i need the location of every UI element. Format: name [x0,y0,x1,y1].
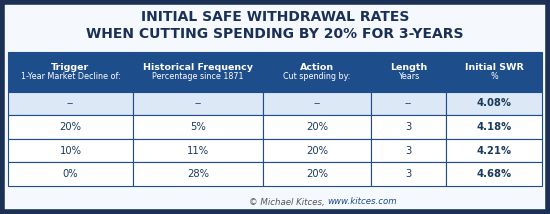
Text: 1-Year Market Decline of:: 1-Year Market Decline of: [20,72,120,81]
Text: --: -- [405,98,412,108]
Text: 5%: 5% [190,122,206,132]
Bar [133,92,263,115]
Bar [133,162,263,186]
Text: 11%: 11% [187,146,209,156]
Bar [8,52,133,92]
Bar [263,115,371,139]
Text: %: % [490,72,498,81]
Text: Initial SWR: Initial SWR [465,63,524,72]
Text: 3: 3 [405,122,411,132]
Text: Years: Years [398,72,419,81]
Text: 10%: 10% [59,146,81,156]
Bar [446,52,542,92]
Bar [446,139,542,162]
Text: Trigger: Trigger [51,63,90,72]
Bar [133,52,263,92]
Text: Action: Action [300,63,334,72]
Bar [446,115,542,139]
Bar [371,139,446,162]
Text: Percentage since 1871: Percentage since 1871 [152,72,244,81]
Bar [446,162,542,186]
Text: 4.08%: 4.08% [477,98,512,108]
Text: Length: Length [390,63,427,72]
Bar [446,92,542,115]
Text: 20%: 20% [306,122,328,132]
Text: 20%: 20% [59,122,81,132]
Bar [133,139,263,162]
Text: 4.68%: 4.68% [476,169,512,179]
Bar [8,115,133,139]
Bar [8,92,133,115]
Text: 28%: 28% [187,169,209,179]
Text: --: -- [314,98,321,108]
Bar [371,115,446,139]
Bar [8,139,133,162]
Bar [371,52,446,92]
Text: Historical Frequency: Historical Frequency [143,63,253,72]
Text: © Michael Kitces,: © Michael Kitces, [249,198,327,207]
Bar [371,92,446,115]
Bar [133,115,263,139]
Text: 4.21%: 4.21% [476,146,512,156]
Bar [8,162,133,186]
Text: 20%: 20% [306,146,328,156]
Text: 4.18%: 4.18% [476,122,512,132]
Bar [263,162,371,186]
Bar [263,139,371,162]
Bar [371,162,446,186]
Text: 3: 3 [405,146,411,156]
Text: 0%: 0% [63,169,78,179]
Text: 20%: 20% [306,169,328,179]
Text: WHEN CUTTING SPENDING BY 20% FOR 3-YEARS: WHEN CUTTING SPENDING BY 20% FOR 3-YEARS [86,27,464,41]
Bar [263,52,371,92]
Text: 3: 3 [405,169,411,179]
Text: INITIAL SAFE WITHDRAWAL RATES: INITIAL SAFE WITHDRAWAL RATES [141,10,409,24]
Text: www.kitces.com: www.kitces.com [327,198,397,207]
Text: --: -- [67,98,74,108]
Text: --: -- [195,98,202,108]
Text: Cut spending by:: Cut spending by: [283,72,351,81]
Bar [263,92,371,115]
